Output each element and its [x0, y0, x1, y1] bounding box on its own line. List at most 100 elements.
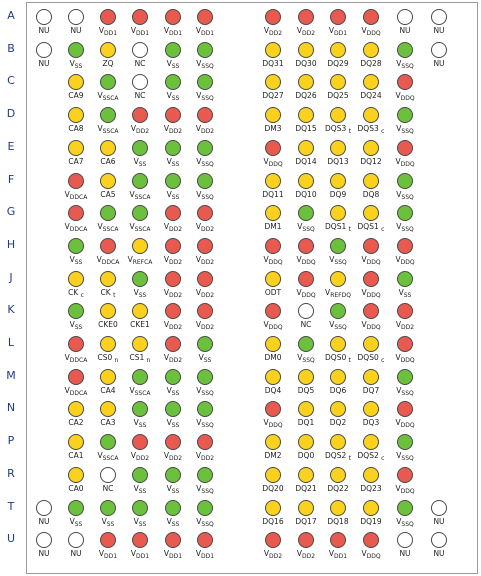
ball-P3 — [100, 434, 116, 451]
ball-M9 — [330, 368, 346, 385]
ball-D7 — [265, 107, 281, 124]
ball-J7 — [265, 270, 281, 287]
ball-label-M8: DQ5 — [297, 385, 315, 395]
ball-M4 — [132, 368, 148, 385]
ball-J4 — [132, 270, 148, 287]
ball-label-C10: DQ24 — [360, 91, 382, 101]
ball-label-F2: VDDCA — [64, 189, 88, 201]
ball-label-U2: NU — [70, 549, 82, 559]
ball-M11 — [397, 368, 413, 385]
ball-A4 — [132, 9, 148, 25]
ball-label-H11: VDDQ — [395, 254, 415, 266]
ball-E6 — [197, 139, 213, 156]
ball-B7 — [265, 41, 281, 58]
ball-label-N8: DQ1 — [297, 418, 315, 428]
row-label-K: K — [7, 303, 15, 317]
ball-D3 — [100, 107, 116, 124]
ball-L3 — [100, 336, 116, 352]
ball-label-R4: VSS — [133, 483, 147, 495]
row-label-P: P — [7, 434, 15, 448]
ball-L9 — [330, 336, 346, 352]
ball-label-M7: DQ4 — [264, 385, 282, 395]
ball-label-M11: VSSQ — [396, 385, 414, 397]
ball-label-K2: VSS — [69, 320, 83, 332]
ball-E9 — [330, 139, 346, 156]
ball-G5 — [165, 205, 181, 222]
ball-E4 — [132, 139, 148, 156]
ball-F7 — [265, 172, 281, 189]
ball-P4 — [132, 434, 148, 451]
ball-label-F5: VSS — [166, 189, 180, 201]
ball-B6 — [197, 41, 213, 58]
ball-U11 — [397, 532, 413, 549]
ball-label-U6: VDD1 — [195, 549, 215, 561]
ball-label-E6: VSSQ — [196, 156, 214, 168]
ball-K6 — [197, 303, 213, 320]
ball-F3 — [100, 172, 116, 189]
ball-U10 — [363, 532, 379, 549]
ball-label-R3: NC — [102, 483, 114, 493]
ball-label-F8: DQ10 — [295, 189, 317, 199]
ball-C8 — [298, 74, 314, 91]
ball-T6 — [197, 499, 213, 516]
ball-label-P8: DQ0 — [297, 451, 315, 461]
ball-label-T3: VSS — [101, 516, 115, 528]
ball-K3 — [100, 303, 116, 320]
ball-label-G7: DM1 — [264, 222, 282, 232]
ball-label-N3: CA3 — [100, 418, 116, 428]
ball-label-T4: VSS — [133, 516, 147, 528]
ball-P7 — [265, 434, 281, 451]
ball-H2 — [68, 237, 84, 254]
ball-J2 — [68, 270, 84, 287]
ball-label-A5: VDD1 — [163, 26, 183, 37]
ball-H8 — [298, 237, 314, 254]
ball-N7 — [265, 401, 281, 418]
ball-H11 — [397, 237, 413, 254]
ball-label-A4: VDD1 — [130, 26, 150, 37]
ball-J10 — [363, 270, 379, 287]
ball-label-K11: VDD2 — [395, 320, 415, 332]
ball-label-C9: DQ25 — [327, 91, 349, 101]
ball-label-L10: DQS0 c — [357, 353, 385, 364]
row-label-H: H — [6, 237, 16, 251]
row-label-J: J — [9, 270, 13, 284]
ball-label-C11: VDDQ — [395, 91, 415, 103]
ball-L2 — [68, 336, 84, 352]
ball-L7 — [265, 336, 281, 352]
ball-P5 — [165, 434, 181, 451]
row-label-D: D — [6, 107, 16, 121]
ball-label-D6: VDD2 — [195, 124, 215, 136]
ball-A7 — [265, 9, 281, 25]
ball-F5 — [165, 172, 181, 189]
ball-label-T8: DQ17 — [295, 516, 317, 526]
ball-R11 — [397, 466, 413, 483]
ball-N5 — [165, 401, 181, 418]
ball-G2 — [68, 205, 84, 222]
ball-C4 — [132, 74, 148, 91]
ball-H3 — [100, 237, 116, 254]
ball-label-A8: VDD2 — [296, 26, 316, 37]
ball-L4 — [132, 336, 148, 352]
ball-B12 — [431, 41, 447, 58]
ball-K8 — [298, 303, 314, 320]
ball-label-G3: VSSCA — [97, 222, 119, 234]
ball-label-E10: DQ12 — [360, 156, 382, 166]
ball-D10 — [363, 107, 379, 124]
ball-U9 — [330, 532, 346, 549]
ball-G8 — [298, 205, 314, 222]
ball-label-E7: VDDQ — [263, 156, 283, 168]
ball-A6 — [197, 9, 213, 25]
ball-D5 — [165, 107, 181, 124]
ball-label-M2: VDDCA — [64, 385, 88, 397]
ball-label-T6: VSSQ — [196, 516, 214, 528]
ball-label-B1: NU — [38, 58, 50, 68]
ball-A10 — [363, 9, 379, 25]
ball-D4 — [132, 107, 148, 124]
ball-label-B8: DQ30 — [295, 58, 317, 68]
ball-N10 — [363, 401, 379, 418]
ball-label-B12: NU — [433, 58, 445, 68]
ball-R9 — [330, 466, 346, 483]
ball-N2 — [68, 401, 84, 418]
ball-B2 — [68, 41, 84, 58]
ball-R8 — [298, 466, 314, 483]
